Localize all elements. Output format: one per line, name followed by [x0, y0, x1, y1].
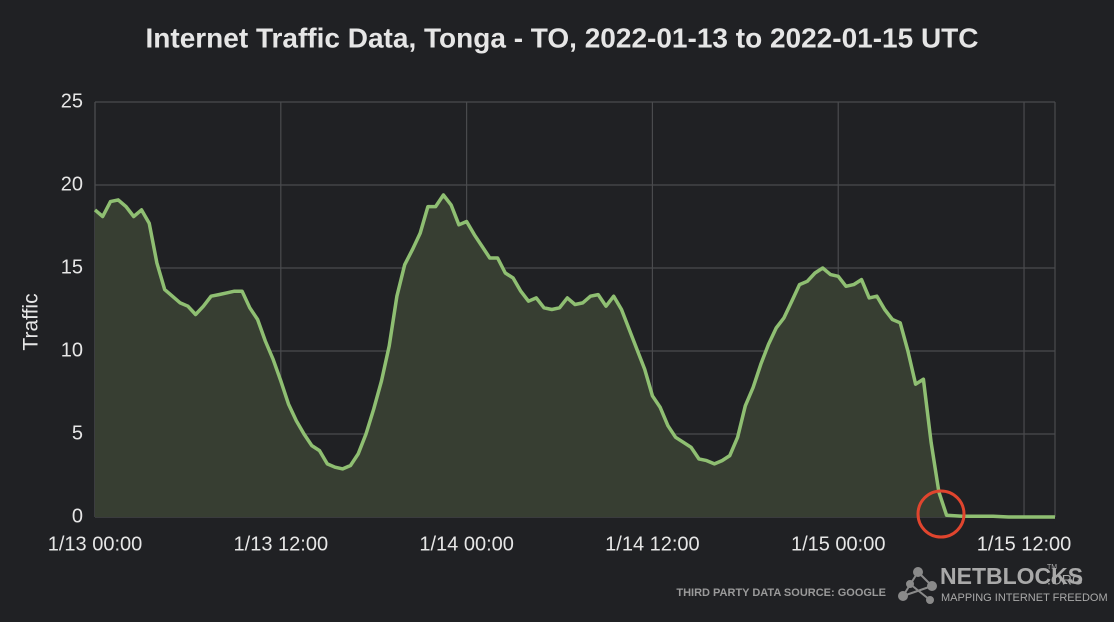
brand-tm: TM — [1047, 564, 1057, 571]
y-tick-label: 0 — [72, 505, 83, 527]
plot: 0 5 10 15 20 25 1/13 00:00 1/13 12:00 1/14 00:00… — [48, 90, 1072, 555]
x-tick-label: 1/15 12:00 — [977, 533, 1072, 555]
y-axis-label: Traffic — [20, 293, 43, 350]
y-tick-label: 20 — [61, 173, 83, 195]
x-tick-label: 1/15 00:00 — [791, 533, 886, 555]
chart-title: Internet Traffic Data, Tonga - TO, 2022-… — [146, 22, 979, 53]
source-note: THIRD PARTY DATA SOURCE: GOOGLE — [676, 587, 886, 599]
x-tick-label: 1/14 00:00 — [419, 533, 514, 555]
y-tick-label: 15 — [61, 256, 83, 278]
y-tick-label: 25 — [61, 90, 83, 112]
highlight-circle — [916, 489, 966, 539]
x-tick-label: 1/13 00:00 — [48, 533, 143, 555]
x-tick-label: 1/14 12:00 — [605, 533, 700, 555]
y-tick-label: 5 — [72, 422, 83, 444]
y-tick-label: 10 — [61, 339, 83, 361]
brand: NETBLOCKS — [940, 563, 1083, 589]
logo-icon — [898, 567, 937, 604]
line — [93, 193, 1055, 519]
brand-suffix: .ORG — [1047, 572, 1083, 588]
brand-tagline: MAPPING INTERNET FREEDOM — [941, 592, 1108, 604]
x-tick-label: 1/13 12:00 — [234, 533, 329, 555]
